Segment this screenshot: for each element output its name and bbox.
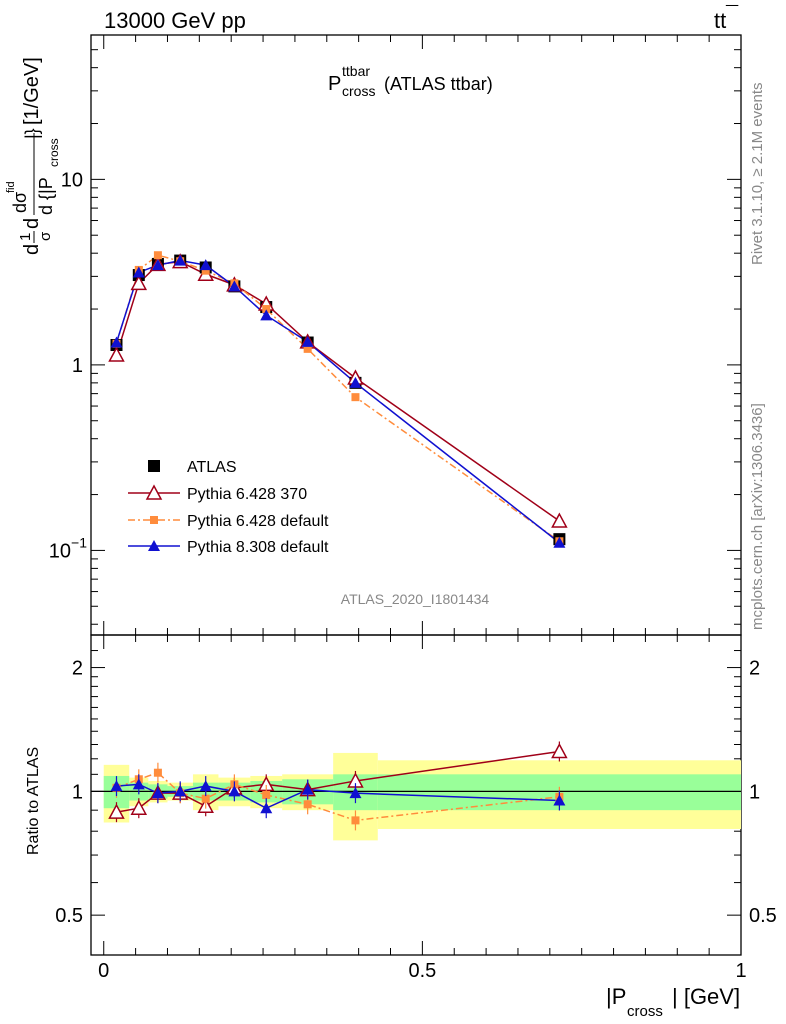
- ratio-point: [201, 794, 210, 803]
- plot-title-tail: (ATLAS ttbar): [384, 74, 493, 94]
- ylabel-unit: [1/GeV]: [21, 57, 43, 125]
- ratio-y-tick-label: 2: [72, 658, 83, 680]
- ratio-point: [303, 800, 312, 809]
- data-point: [132, 266, 145, 278]
- data-point: [260, 309, 273, 321]
- data-point: [199, 259, 212, 271]
- ratio-point: [132, 778, 145, 790]
- legend-label: ATLAS: [187, 459, 237, 476]
- data-point: [301, 335, 314, 347]
- ratio-y-tick-label-right: 1: [749, 781, 760, 803]
- data-point: [153, 251, 162, 260]
- data-series: [108, 251, 568, 831]
- ratio-line: [116, 750, 560, 813]
- data-point: [174, 254, 187, 266]
- data-point: [262, 305, 271, 314]
- legend-marker: [148, 540, 160, 551]
- plot-title-sup: ttbar: [342, 63, 370, 79]
- ratio-point: [110, 780, 123, 792]
- data-point: [553, 536, 566, 548]
- top-y-tick-label-exponent: −1: [71, 534, 87, 550]
- x-axis-label-sub: cross: [627, 1003, 663, 1020]
- x-tick-label: 0: [98, 960, 109, 982]
- ratio-y-tick-label: 1: [72, 781, 83, 803]
- ratio-point: [351, 816, 360, 825]
- header-process-label: tt: [714, 8, 726, 33]
- ylabel-numerator-sup: fid: [5, 181, 17, 193]
- ratio-point: [349, 787, 362, 799]
- header-energy-label: 13000 GeV pp: [104, 8, 246, 33]
- ratio-y-axis-label: Ratio to ATLAS: [25, 747, 42, 855]
- legend-label: Pythia 8.308 default: [187, 539, 329, 556]
- legend-marker: [148, 460, 160, 472]
- legend-marker: [145, 484, 163, 500]
- data-point: [108, 346, 125, 362]
- ratio-point: [174, 785, 187, 797]
- ratio-point: [551, 742, 568, 759]
- ratio-point: [553, 794, 566, 806]
- x-axis-label: |P: [606, 984, 626, 1009]
- plot-title: P: [328, 73, 341, 95]
- data-point: [349, 376, 362, 388]
- header-process-bar: ¯: [725, 2, 739, 27]
- data-point: [228, 280, 241, 292]
- series-line: [115, 260, 560, 522]
- data-point: [110, 336, 123, 348]
- series-line: [115, 254, 560, 542]
- data-point: [151, 259, 164, 271]
- x-axis-label-tail: | [GeV]: [672, 984, 740, 1009]
- data-point: [130, 274, 148, 291]
- ratio-point: [130, 799, 148, 815]
- legend-marker: [150, 516, 158, 524]
- ratio-point: [151, 787, 164, 799]
- ratio-point: [199, 780, 212, 792]
- ratio-point: [301, 783, 314, 795]
- ratio-y-tick-label: 0.5: [55, 905, 83, 927]
- ratio-line: [116, 783, 560, 810]
- plot-title-sub: cross: [342, 83, 375, 99]
- top-y-tick-label: 10: [61, 169, 83, 191]
- ratio-line: [116, 771, 560, 822]
- analysis-watermark: ATLAS_2020_I1801434: [341, 591, 490, 607]
- data-point: [201, 266, 210, 275]
- ratio-point: [153, 768, 162, 777]
- ylabel-denominator-close: |}: [22, 128, 42, 139]
- ylabel-denominator: d {|P: [36, 177, 56, 215]
- legend: ATLAS Pythia 6.428 370 Pythia 6.428 defaul…: [128, 459, 329, 556]
- legend-label: Pythia 6.428 default: [187, 513, 329, 530]
- top-y-tick-label: 10: [49, 540, 71, 562]
- ylabel-sigma: σ: [37, 231, 54, 241]
- rivet-version-label: Rivet 3.1.10, ≥ 2.1M events: [749, 83, 766, 266]
- ratio-point: [260, 802, 273, 814]
- top-y-axis-label: d 1 σ d dσ fid d {|P cross |} [1/GeV]: [5, 57, 61, 255]
- ylabel-d1: d: [21, 244, 43, 255]
- ratio-point: [228, 785, 241, 797]
- ylabel-d2: d: [21, 218, 43, 229]
- ratio-point: [262, 790, 271, 799]
- data-point: [551, 512, 568, 528]
- x-tick-label: 0.5: [408, 960, 436, 982]
- ratio-y-tick-label-right: 0.5: [749, 905, 777, 927]
- legend-label: Pythia 6.428 370: [187, 486, 307, 503]
- x-tick-label: 1: [735, 960, 746, 982]
- series-line: [115, 259, 560, 544]
- ratio-point: [108, 803, 125, 819]
- mcplots-label: mcplots.cern.ch [arXiv:1306.3436]: [749, 403, 766, 630]
- ratio-y-tick-label-right: 2: [749, 658, 760, 680]
- data-point: [351, 393, 360, 402]
- top-y-tick-label: 1: [72, 355, 83, 377]
- ylabel-denominator-sub: cross: [47, 138, 61, 167]
- ylabel-one: 1: [17, 233, 34, 241]
- ylabel-numerator: dσ: [10, 192, 30, 213]
- data-point: [303, 344, 312, 353]
